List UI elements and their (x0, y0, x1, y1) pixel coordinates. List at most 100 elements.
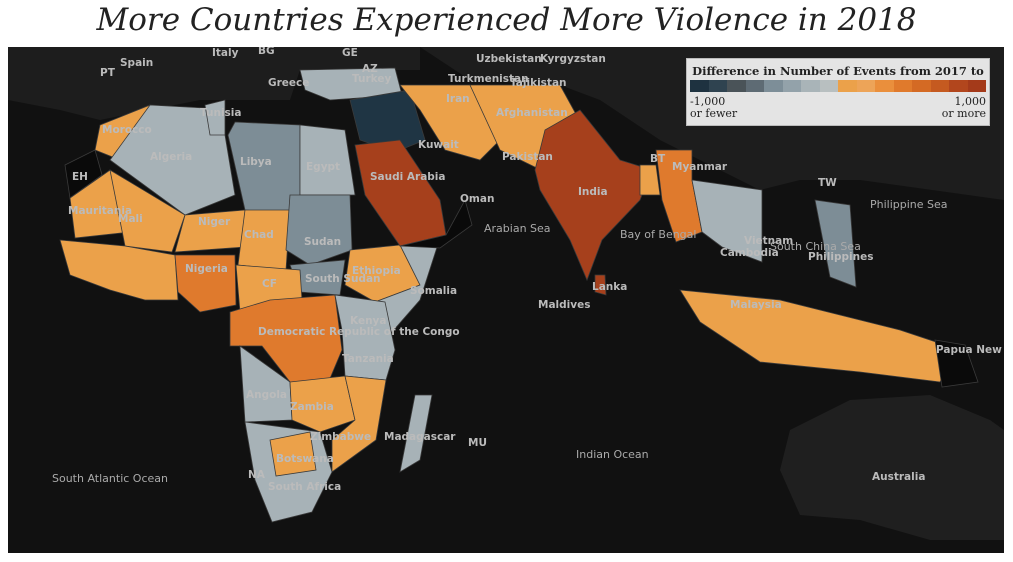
label-ethiopia: Ethiopia (352, 265, 401, 277)
country-levant-iraq[interactable] (349, 89, 426, 153)
label-cambodia: Cambodia (720, 247, 779, 259)
label-tw: TW (818, 177, 837, 189)
label-botswana: Botswana (276, 453, 334, 465)
australia-land[interactable] (780, 395, 1004, 540)
label-niger: Niger (198, 216, 231, 228)
legend-swatch (893, 80, 912, 92)
legend-swatch (745, 80, 764, 92)
label-iran: Iran (446, 93, 470, 105)
label-philippine-sea: Philippine Sea (870, 198, 948, 211)
country-botswana[interactable] (269, 431, 317, 477)
label-oman: Oman (460, 193, 494, 205)
legend-swatch (838, 80, 857, 92)
label-spain: Spain (120, 57, 153, 69)
label-saudi-arabia: Saudi Arabia (370, 171, 445, 183)
country-indonesia-malaysia[interactable] (679, 289, 961, 383)
label-angola: Angola (246, 389, 287, 401)
legend-swatch (708, 80, 727, 92)
label-arabian-sea: Arabian Sea (484, 222, 551, 235)
legend-swatch (949, 80, 968, 92)
label-egypt: Egypt (306, 161, 340, 173)
label-south-china-sea: South China Sea (770, 240, 861, 253)
label-uzbekistan: Uzbekistan (476, 53, 542, 65)
label-tajikistan: Tajikistan (510, 77, 567, 89)
legend-swatch (764, 80, 783, 92)
legend-swatch (875, 80, 894, 92)
map-svg: Spain PT Italy BG Greece Turkey GE AZ Uzbekistan… (8, 47, 1004, 553)
label-tunisia: Tunisia (200, 107, 242, 119)
country-tunisia[interactable] (204, 99, 226, 136)
label-sri-lanka: Lanka (592, 281, 627, 293)
label-philippines: Philippines (808, 251, 873, 263)
legend-swatch (727, 80, 746, 92)
label-algeria: Algeria (150, 151, 192, 163)
label-italy: Italy (212, 47, 239, 59)
country-papua-new-guinea[interactable] (934, 339, 979, 388)
label-morocco: Morocco (102, 124, 152, 136)
legend-color-scale (690, 80, 986, 92)
country-west-africa[interactable] (59, 239, 179, 301)
label-bg: BG (258, 47, 275, 57)
label-kyrgyzstan: Kyrgyzstan (540, 53, 606, 65)
label-turkey: Turkey (352, 73, 391, 85)
country-indochina[interactable] (691, 179, 763, 263)
legend-swatch (801, 80, 820, 92)
label-papua: Papua New Guinea (936, 344, 1004, 356)
label-somalia: Somalia (410, 285, 457, 297)
label-tanzania: Tanzania (342, 353, 394, 365)
europe-land (8, 47, 420, 120)
label-mu: MU (468, 437, 487, 449)
country-madagascar[interactable] (399, 394, 433, 473)
label-sudan: Sudan (304, 236, 341, 248)
label-afghanistan: Afghanistan (496, 107, 568, 119)
country-sri-lanka[interactable] (594, 274, 607, 296)
map[interactable]: Spain PT Italy BG Greece Turkey GE AZ Uzbekistan… (8, 47, 1004, 553)
label-turkmenistan: Turkmenistan (448, 73, 529, 85)
legend: Difference in Number of Events from 2017… (686, 58, 990, 126)
label-south-africa: South Africa (268, 481, 341, 493)
legend-min-label: -1,000 or fewer (690, 95, 738, 120)
legend-swatch (856, 80, 875, 92)
country-philippines[interactable] (814, 199, 857, 288)
label-greece: Greece (268, 77, 309, 89)
label-vietnam: Vietnam (744, 235, 793, 247)
label-zambia: Zambia (290, 401, 334, 413)
label-kuwait: Kuwait (418, 139, 459, 151)
country-mali[interactable] (109, 169, 186, 253)
legend-swatch (930, 80, 949, 92)
label-cf: CF (262, 278, 277, 290)
label-maldives: Maldives (538, 299, 590, 311)
label-indian-ocean: Indian Ocean (576, 448, 649, 461)
legend-max-label: 1,000 or more (941, 95, 986, 120)
label-chad: Chad (244, 229, 274, 241)
label-ge: GE (342, 47, 358, 59)
legend-swatch (912, 80, 931, 92)
label-pt: PT (100, 67, 116, 79)
legend-swatch (782, 80, 801, 92)
label-bay-of-bengal: Bay of Bengal (620, 228, 696, 241)
label-south-atlantic: South Atlantic Ocean (52, 472, 168, 485)
country-india[interactable] (534, 109, 653, 282)
label-india: India (578, 186, 608, 198)
country-sudan[interactable] (285, 194, 353, 266)
label-pakistan: Pakistan (502, 151, 553, 163)
legend-swatch (967, 80, 986, 92)
label-kenya: Kenya (350, 315, 386, 327)
label-madagascar: Madagascar (384, 431, 456, 443)
country-western-sahara[interactable] (64, 149, 103, 199)
label-bt: BT (650, 153, 666, 165)
label-libya: Libya (240, 156, 272, 168)
label-eh: EH (72, 171, 88, 183)
label-na: NA (248, 469, 266, 481)
label-zimbabwe: Zimbabwe (310, 431, 371, 443)
label-malaysia: Malaysia (730, 299, 782, 311)
label-mali: Mali (118, 213, 143, 225)
country-nigeria[interactable] (174, 254, 237, 313)
country-nepal-bangladesh[interactable] (639, 164, 661, 196)
country-egypt[interactable] (299, 124, 356, 196)
legend-swatch (819, 80, 838, 92)
country-yemen-oman[interactable] (399, 198, 473, 249)
label-az: AZ (362, 63, 378, 75)
label-mauritania: Mauritania (68, 205, 132, 217)
country-zambia-zimbabwe[interactable] (289, 375, 356, 433)
